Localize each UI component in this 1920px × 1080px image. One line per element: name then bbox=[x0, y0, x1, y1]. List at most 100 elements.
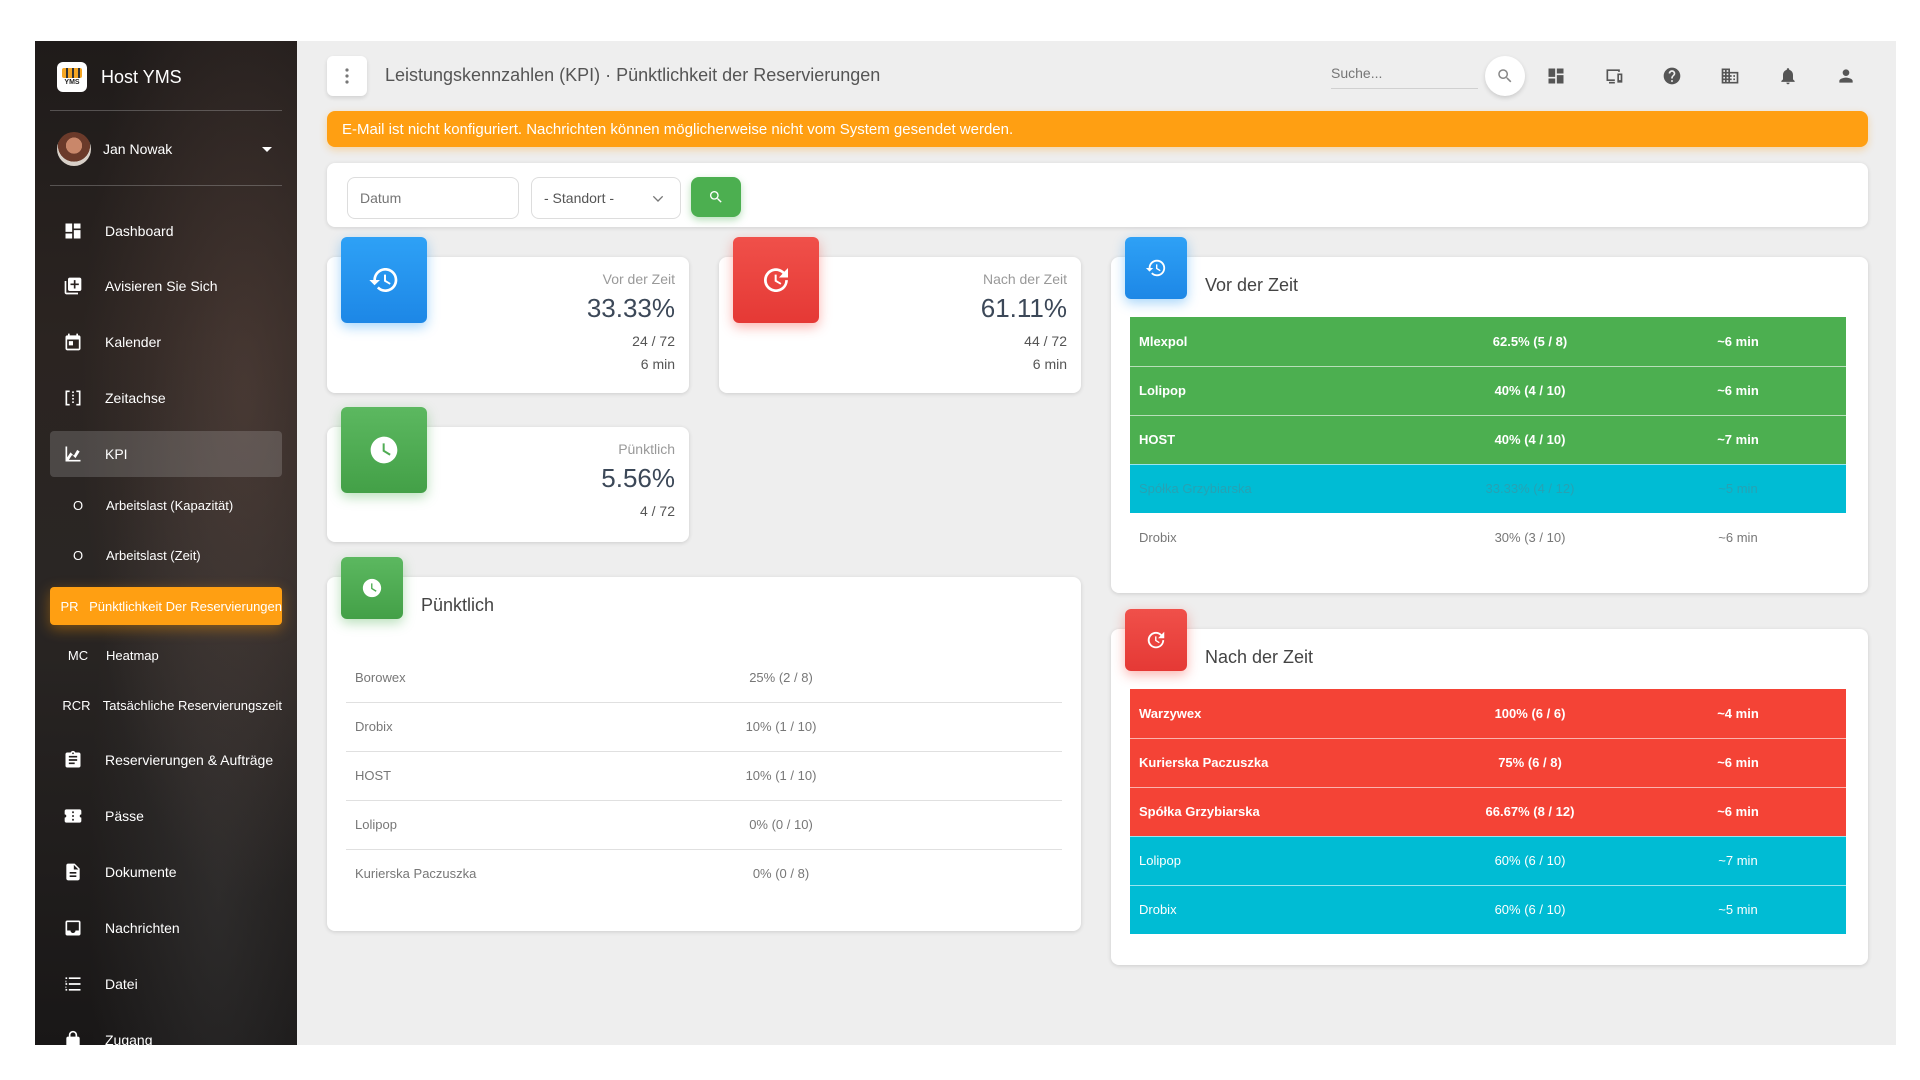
menu-button[interactable] bbox=[327, 56, 367, 96]
date-input[interactable] bbox=[347, 177, 519, 219]
cell-time: ~5 min bbox=[1630, 464, 1846, 513]
more-vert-icon bbox=[345, 68, 349, 84]
chart-icon bbox=[62, 443, 84, 465]
table-title: Nach der Zeit bbox=[1205, 647, 1314, 667]
early-table: Mlexpol 62.5% (5 / 8) ~6 min Lolipop 40% (4 … bbox=[1130, 317, 1846, 562]
history-icon bbox=[1125, 237, 1187, 299]
business-icon[interactable] bbox=[1717, 63, 1743, 89]
sidebar-item-kalender[interactable]: Kalender bbox=[50, 319, 282, 365]
sidebar-item-dashboard[interactable]: Dashboard bbox=[50, 208, 282, 254]
sidebar-item-label: Kalender bbox=[105, 334, 162, 350]
sidebar-item-label: Reservierungen & Aufträge bbox=[105, 752, 274, 768]
sidebar-item-reservierungen[interactable]: Reservierungen & Aufträge bbox=[50, 737, 282, 783]
sidebar-item-label: Nachrichten bbox=[105, 920, 180, 936]
cell-pct: 33.33% (4 / 12) bbox=[1430, 464, 1630, 513]
table-row: Warzywex 100% (6 / 6) ~4 min bbox=[1130, 689, 1846, 738]
cell-pct: 60% (6 / 10) bbox=[1430, 836, 1630, 885]
stat-card-early: Vor der Zeit 33.33% 24 / 72 6 min bbox=[327, 237, 689, 393]
search-input[interactable] bbox=[1331, 57, 1478, 88]
table-row: Drobix 60% (6 / 10) ~5 min bbox=[1130, 885, 1846, 934]
sidebar-item-nachrichten[interactable]: Nachrichten bbox=[50, 905, 282, 951]
cell-empty bbox=[916, 849, 1062, 898]
cell-time: ~6 min bbox=[1630, 317, 1846, 366]
cell-pct: 10% (1 / 10) bbox=[646, 702, 916, 751]
notifications-icon[interactable] bbox=[1775, 63, 1801, 89]
cell-name: Lolipop bbox=[1130, 836, 1430, 885]
sidebar-item-kpi[interactable]: KPI bbox=[50, 431, 282, 477]
search-icon bbox=[1498, 69, 1512, 83]
cell-name: Lolipop bbox=[346, 800, 646, 849]
table-row: Drobix 10% (1 / 10) bbox=[346, 702, 1062, 751]
help-icon[interactable] bbox=[1659, 63, 1685, 89]
cell-time: ~7 min bbox=[1630, 836, 1846, 885]
table-row: Lolipop 40% (4 / 10) ~6 min bbox=[1130, 366, 1846, 415]
cell-name: HOST bbox=[1130, 415, 1430, 464]
dashboard-icon[interactable] bbox=[1543, 63, 1569, 89]
cell-pct: 62.5% (5 / 8) bbox=[1430, 317, 1630, 366]
search-button[interactable] bbox=[1485, 56, 1525, 96]
table-row: HOST 40% (4 / 10) ~7 min bbox=[1130, 415, 1846, 464]
document-icon bbox=[62, 861, 84, 883]
cell-pct: 25% (2 / 8) bbox=[646, 653, 916, 702]
search-field bbox=[1331, 57, 1478, 89]
cell-pct: 30% (3 / 10) bbox=[1430, 513, 1630, 562]
sidebar-subitem-arbeitslast-kapazitaet[interactable]: O Arbeitslast (Kapazität) bbox=[72, 497, 234, 513]
cell-time: ~6 min bbox=[1630, 513, 1846, 562]
cell-time: ~4 min bbox=[1630, 689, 1846, 738]
sidebar-item-label: Zeitachse bbox=[105, 390, 166, 406]
sidebar-item-dokumente[interactable]: Dokumente bbox=[50, 849, 282, 895]
clock-icon bbox=[341, 557, 403, 619]
stat-value: 61.11% bbox=[980, 293, 1067, 323]
filter-search-button[interactable] bbox=[691, 177, 741, 217]
sidebar-item-paesse[interactable]: Pässe bbox=[50, 793, 282, 839]
app-window: YMS Host YMS Jan Nowak Dashboard Avisier… bbox=[35, 41, 1896, 1045]
cell-empty bbox=[916, 751, 1062, 800]
late-table: Warzywex 100% (6 / 6) ~4 min Kurierska Pacz… bbox=[1130, 689, 1846, 934]
filter-card: - Standort - bbox=[327, 163, 1868, 227]
sidebar-item-datei[interactable]: Datei bbox=[50, 961, 282, 1007]
location-select[interactable]: - Standort - bbox=[531, 177, 681, 219]
sidebar-item-label: KPI bbox=[105, 446, 128, 462]
sidebar-subitem-arbeitslast-zeit[interactable]: O Arbeitslast (Zeit) bbox=[72, 547, 201, 563]
list-icon bbox=[62, 973, 84, 995]
sidebar-item-zugang[interactable]: Zugang bbox=[50, 1017, 282, 1045]
brand-logo: YMS bbox=[57, 62, 87, 92]
table-row: Drobix 30% (3 / 10) ~6 min bbox=[1130, 513, 1846, 562]
sidebar-item-zeitachse[interactable]: Zeitachse bbox=[50, 375, 282, 421]
chevron-down-icon bbox=[652, 195, 664, 202]
table-row: Spółka Grzybiarska 33.33% (4 / 12) ~5 min bbox=[1130, 464, 1846, 513]
table-row: Kurierska Paczuszka 75% (6 / 8) ~6 min bbox=[1130, 738, 1846, 787]
sidebar-subitem-reservierungszeit[interactable]: RCR Tatsächliche Reservierungszeit bbox=[62, 697, 282, 713]
sidebar-item-label: Dokumente bbox=[105, 864, 177, 880]
table-row: Mlexpol 62.5% (5 / 8) ~6 min bbox=[1130, 317, 1846, 366]
stat-card-late: Nach der Zeit 61.11% 44 / 72 6 min bbox=[719, 237, 1081, 393]
cell-time: ~6 min bbox=[1630, 738, 1846, 787]
timeline-icon bbox=[62, 387, 84, 409]
stat-card-ontime: Pünktlich 5.56% 4 / 72 bbox=[327, 407, 689, 542]
sidebar-subitem-puenktlichkeit[interactable]: PR Pünktlichkeit Der Reservierungen bbox=[50, 587, 282, 625]
table-row: Borowex 25% (2 / 8) bbox=[346, 653, 1062, 702]
table-row: Spółka Grzybiarska 66.67% (8 / 12) ~6 min bbox=[1130, 787, 1846, 836]
cell-empty bbox=[916, 702, 1062, 751]
devices-icon[interactable] bbox=[1601, 63, 1627, 89]
stat-label: Pünktlich bbox=[618, 441, 675, 457]
cell-name: Lolipop bbox=[1130, 366, 1430, 415]
brand-name: Host YMS bbox=[101, 66, 182, 87]
brand[interactable]: YMS Host YMS bbox=[49, 56, 279, 98]
cell-pct: 0% (0 / 8) bbox=[646, 849, 916, 898]
avatar bbox=[57, 132, 91, 166]
cell-time: ~6 min bbox=[1630, 366, 1846, 415]
cell-pct: 100% (6 / 6) bbox=[1430, 689, 1630, 738]
cell-name: Drobix bbox=[346, 702, 646, 751]
cell-name: Spółka Grzybiarska bbox=[1130, 464, 1430, 513]
sidebar-subitem-heatmap[interactable]: MC Heatmap bbox=[67, 647, 159, 663]
user-menu[interactable]: Jan Nowak bbox=[57, 130, 272, 168]
sidebar-item-avisieren[interactable]: Avisieren Sie Sich bbox=[50, 263, 282, 309]
cell-time: ~5 min bbox=[1630, 885, 1846, 934]
lock-icon bbox=[62, 1029, 84, 1045]
history-icon bbox=[341, 237, 427, 323]
person-icon[interactable] bbox=[1833, 63, 1859, 89]
location-select-value: - Standort - bbox=[544, 190, 615, 206]
email-warning-alert: E-Mail ist nicht konfiguriert. Nachricht… bbox=[327, 111, 1868, 147]
sidebar-item-label: Datei bbox=[105, 976, 138, 992]
